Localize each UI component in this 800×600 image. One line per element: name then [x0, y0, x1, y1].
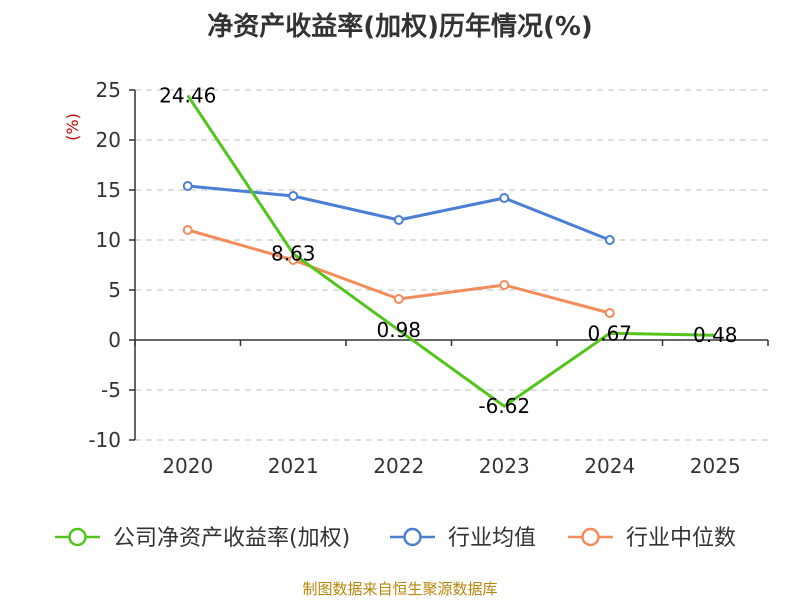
y-tick-label: -5 [101, 378, 121, 402]
x-tick-label: 2020 [162, 454, 213, 478]
x-tick-label: 2022 [373, 454, 424, 478]
data-label: 24.46 [159, 83, 216, 107]
series-point-1 [393, 215, 404, 225]
y-axis-unit: (%) [63, 113, 82, 141]
data-label: 0.67 [587, 321, 632, 345]
series-point-2 [393, 294, 404, 304]
series-point-2 [288, 255, 299, 265]
y-tick-label: -10 [88, 428, 121, 452]
legend-marker [68, 527, 87, 547]
y-tick-label: 20 [96, 128, 121, 152]
x-tick-label: 2021 [268, 454, 319, 478]
series-point-2 [182, 225, 193, 235]
source-note: 制图数据来自恒生聚源数据库 [302, 580, 498, 598]
series-point-2 [604, 308, 615, 318]
series-point-1 [499, 193, 510, 203]
series-point-2 [499, 280, 510, 290]
data-label: 0.48 [693, 323, 738, 347]
legend-label: 行业均值 [448, 526, 536, 551]
series-line-0 [186, 94, 716, 408]
series-point-1 [288, 191, 299, 201]
series-point-1 [182, 181, 193, 191]
y-tick-label: 0 [108, 328, 121, 352]
x-tick-label: 2023 [479, 454, 530, 478]
y-tick-label: 25 [96, 78, 121, 102]
chart-title: 净资产收益率(加权)历年情况(%) [207, 12, 593, 42]
data-label: 0.98 [376, 318, 421, 342]
legend-label: 公司净资产收益率(加权) [113, 526, 350, 551]
x-tick-label: 2025 [690, 454, 741, 478]
data-label: 8.63 [271, 242, 316, 266]
y-tick-label: 10 [96, 228, 121, 252]
legend-label: 行业中位数 [626, 526, 736, 551]
y-tick-label: 15 [96, 178, 121, 202]
series-line-1 [187, 184, 611, 242]
legend-marker [403, 527, 422, 547]
series-point-1 [604, 235, 615, 245]
y-tick-label: 5 [108, 278, 121, 302]
data-label: -6.62 [478, 394, 530, 418]
x-tick-label: 2024 [584, 454, 635, 478]
legend-marker [581, 527, 600, 547]
